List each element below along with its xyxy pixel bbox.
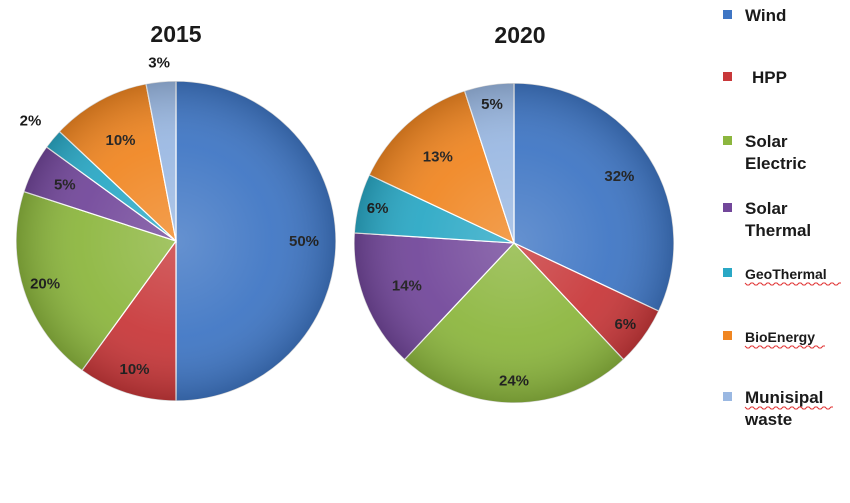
legend-swatch-bioenergy xyxy=(723,331,732,340)
legend-label-geothermal: GeoThermal xyxy=(745,266,827,282)
spellcheck-underline-geothermal xyxy=(744,282,841,286)
slice-label-2015-bioenergy: 10% xyxy=(105,132,135,149)
slice-label-2020-geothermal: 6% xyxy=(367,200,389,217)
legend-label-solar-electric-line2: Electric xyxy=(745,154,806,173)
legend-label-wind: Wind xyxy=(745,6,786,25)
legend-item-solar-thermal: Solar Thermal xyxy=(723,199,811,240)
slice-label-2015-solar-thermal: 5% xyxy=(54,176,76,193)
legend-item-wind: Wind xyxy=(723,6,786,25)
legend-label-munisipal-waste: Munisipal xyxy=(745,388,823,407)
slice-label-2020-solar-electric: 24% xyxy=(499,373,529,390)
legend-item-bioenergy: BioEnergy xyxy=(723,329,825,349)
spellcheck-underline-munisipal-waste xyxy=(744,406,833,410)
slice-label-2015-solar-electric: 20% xyxy=(30,276,60,293)
slice-label-2015-geothermal: 2% xyxy=(20,113,42,130)
pie-2015: 50% 10% 20% 5% 2% 10% 3% xyxy=(15,55,337,402)
slice-label-2020-solar-thermal: 14% xyxy=(392,277,422,294)
legend-label-solar-thermal: Solar xyxy=(745,199,788,218)
legend-label-munisipal-waste-line2: waste xyxy=(744,410,792,429)
legend-swatch-solar-thermal xyxy=(723,203,732,212)
chart-title-2015: 2015 xyxy=(150,21,201,47)
legend-item-munisipal-waste: Munisipal waste xyxy=(723,388,833,429)
legend-label-hpp: HPP xyxy=(752,68,787,87)
spellcheck-underline-bioenergy xyxy=(744,345,825,349)
slice-label-2020-hpp: 6% xyxy=(614,316,636,333)
legend-swatch-hpp xyxy=(723,72,732,81)
legend-swatch-munisipal-waste xyxy=(723,392,732,401)
legend-item-hpp: HPP xyxy=(723,68,787,87)
legend-item-geothermal: GeoThermal xyxy=(723,266,841,286)
pies-group: 50% 10% 20% 5% 2% 10% 3% 32% 6% 24% 14% 6% 13% 5% xyxy=(15,55,675,404)
legend-item-solar-electric: Solar Electric xyxy=(723,132,806,173)
chart-title-2020: 2020 xyxy=(494,22,545,48)
pie-2020: 32% 6% 24% 14% 6% 13% 5% xyxy=(353,82,675,404)
legend-swatch-wind xyxy=(723,10,732,19)
legend: Wind HPP Solar Electric Solar Thermal GeoTherm… xyxy=(723,6,841,429)
legend-label-solar-electric: Solar xyxy=(745,132,788,151)
legend-swatch-geothermal xyxy=(723,268,732,277)
legend-label-bioenergy: BioEnergy xyxy=(745,329,815,345)
slice-label-2020-bioenergy: 13% xyxy=(423,149,453,166)
slice-label-2020-wind: 32% xyxy=(604,168,634,185)
legend-label-solar-thermal-line2: Thermal xyxy=(745,221,811,240)
slice-label-2015-hpp: 10% xyxy=(119,361,149,378)
legend-swatch-solar-electric xyxy=(723,136,732,145)
slice-label-2020-munisipal-waste: 5% xyxy=(481,96,503,113)
slice-label-2015-munisipal-waste: 3% xyxy=(148,55,170,72)
slice-label-2015-wind: 50% xyxy=(289,233,319,250)
